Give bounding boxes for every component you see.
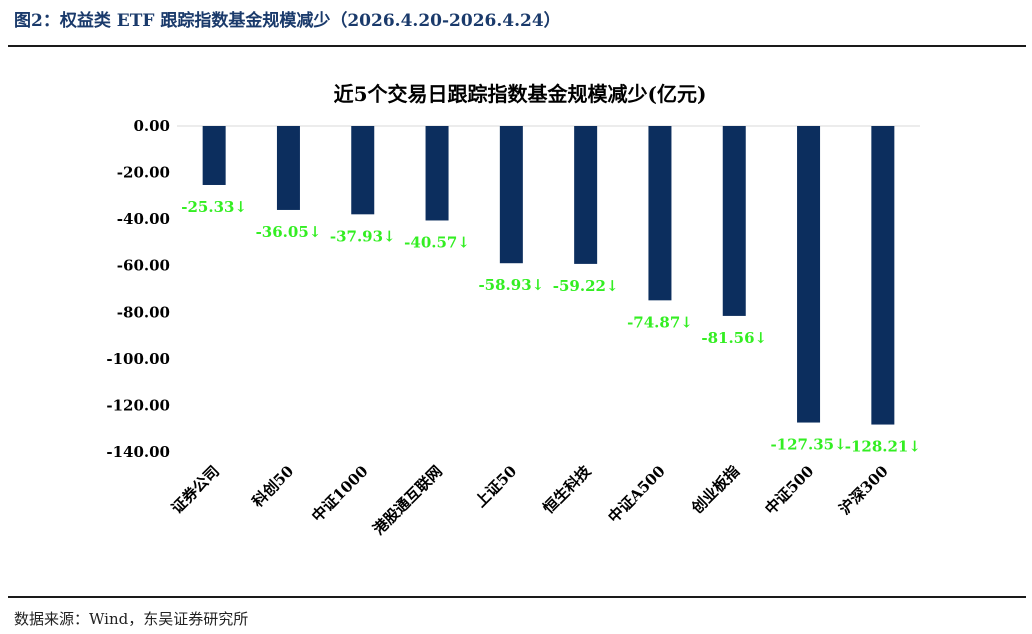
x-tick-label: 中证A500 xyxy=(604,462,668,526)
x-tick-label: 中证500 xyxy=(761,462,817,518)
data-label: -36.05↓ xyxy=(256,223,322,241)
data-label: -74.87↓ xyxy=(627,313,693,331)
bottom-divider xyxy=(8,596,1026,598)
bar xyxy=(871,126,895,425)
y-tick-label: -80.00 xyxy=(117,303,170,321)
top-divider xyxy=(8,45,1026,47)
bar xyxy=(499,126,523,264)
bar xyxy=(202,126,226,185)
data-label: -127.35↓ xyxy=(770,436,846,454)
bar xyxy=(722,126,746,316)
x-tick-label: 沪深300 xyxy=(836,462,892,518)
x-tick-label: 上证50 xyxy=(471,462,520,511)
data-label: -40.57↓ xyxy=(404,233,470,251)
y-tick-label: -140.00 xyxy=(106,443,170,461)
y-tick-label: -20.00 xyxy=(117,164,170,182)
x-tick-label: 科创50 xyxy=(249,462,298,511)
data-label: -81.56↓ xyxy=(701,329,767,347)
y-tick-label: 0.00 xyxy=(133,117,170,135)
x-tick-label: 恒生科技 xyxy=(539,461,595,517)
y-tick-label: -100.00 xyxy=(106,350,170,368)
x-tick-label: 中证1000 xyxy=(308,462,371,525)
data-label: -25.33↓ xyxy=(181,198,247,216)
bar xyxy=(425,126,449,221)
y-tick-label: -40.00 xyxy=(117,210,170,228)
bar xyxy=(276,126,300,210)
x-tick-label: 港股通互联网 xyxy=(369,462,445,538)
data-label: -59.22↓ xyxy=(553,277,619,295)
chart-title: 近5个交易日跟踪指数基金规模减少(亿元) xyxy=(334,82,707,106)
y-axis: 0.00 -20.00 -40.00 -60.00 -80.00 -100.00 -120.… xyxy=(106,117,920,461)
figure-title: 图2：权益类 ETF 跟踪指数基金规模减少（2026.4.20-2026.4.2… xyxy=(14,11,561,31)
data-source: 数据来源：Wind，东吴证券研究所 xyxy=(14,610,249,628)
y-tick-label: -120.00 xyxy=(106,396,170,414)
bar xyxy=(648,126,672,301)
x-tick-label: 证券公司 xyxy=(168,462,223,517)
data-labels: -25.33↓ -36.05↓ -37.93↓ -40.57↓ -58.93↓ -59.2… xyxy=(181,198,921,456)
bar xyxy=(351,126,375,215)
y-tick-label: -60.00 xyxy=(117,257,170,275)
bar-chart: 近5个交易日跟踪指数基金规模减少(亿元) 0.00 -20.00 -40.00 -60… xyxy=(106,82,921,538)
bar xyxy=(574,126,598,264)
x-tick-label: 创业板指 xyxy=(687,462,743,518)
data-label: -128.21↓ xyxy=(845,438,921,456)
data-label: -58.93↓ xyxy=(478,276,544,294)
data-label: -37.93↓ xyxy=(330,227,396,245)
bars xyxy=(202,126,895,425)
bar xyxy=(797,126,821,423)
